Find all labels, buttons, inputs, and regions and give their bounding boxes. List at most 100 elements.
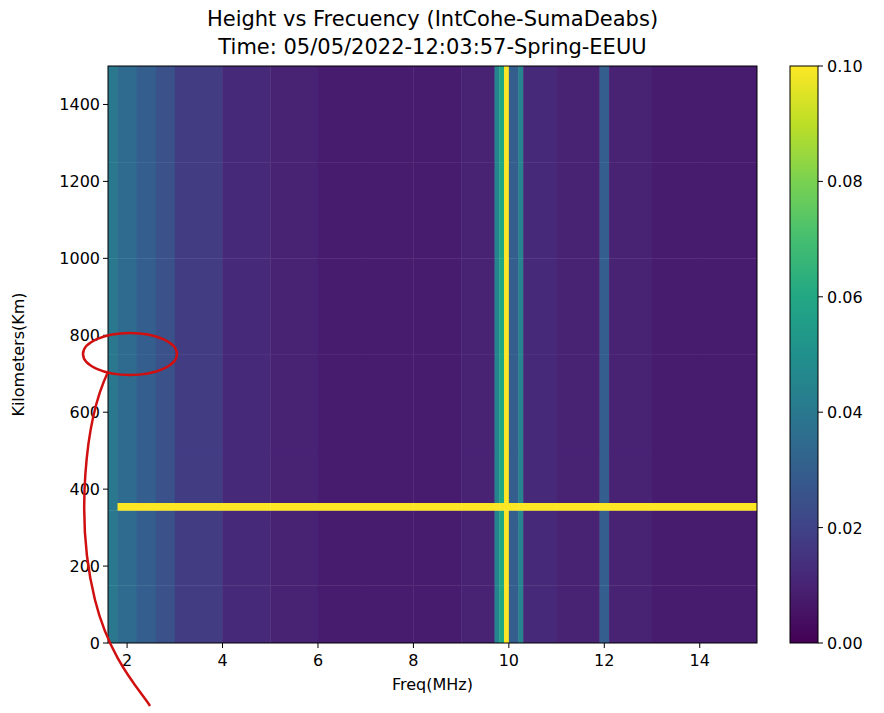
cell: [609, 503, 652, 511]
cell: [366, 355, 414, 452]
cell: [108, 528, 118, 586]
cell: [118, 503, 137, 511]
cell: [518, 355, 523, 452]
cell: [108, 510, 118, 528]
cell: [509, 528, 519, 586]
cell: [509, 355, 519, 452]
y-tick: [103, 566, 108, 567]
cell: [495, 510, 500, 528]
cell: [557, 162, 600, 259]
cell: [366, 66, 414, 163]
x-tick-label: 12: [594, 651, 614, 670]
cell: [108, 355, 118, 452]
cell: [523, 258, 557, 355]
colorbar-tick: [818, 296, 823, 297]
y-tick: [103, 181, 108, 182]
cell: [108, 503, 118, 511]
cell: [518, 66, 523, 163]
cell: [413, 528, 461, 586]
cell: [118, 355, 137, 452]
cell: [518, 451, 523, 503]
cell: [137, 451, 156, 503]
cell: [461, 528, 495, 586]
cell: [137, 585, 156, 643]
cell: [461, 585, 495, 643]
cell: [504, 503, 509, 511]
cell: [137, 258, 156, 355]
cell: [366, 258, 414, 355]
cell: [700, 510, 757, 528]
cell: [700, 585, 757, 643]
cell: [318, 258, 366, 355]
cell: [600, 585, 610, 643]
cell: [175, 528, 223, 586]
cell: [557, 510, 600, 528]
cell: [523, 585, 557, 643]
y-tick: [103, 489, 108, 490]
x-tick-label: 14: [690, 651, 710, 670]
cell: [518, 528, 523, 586]
cell: [270, 355, 318, 452]
cell: [509, 66, 519, 163]
cell: [557, 503, 600, 511]
cell: [509, 510, 519, 528]
cell: [223, 258, 271, 355]
cell: [523, 510, 557, 528]
cell: [223, 585, 271, 643]
cell: [600, 66, 610, 163]
cell: [495, 66, 500, 163]
cell: [499, 451, 504, 503]
y-tick: [103, 412, 108, 413]
cell: [118, 585, 137, 643]
cell: [137, 355, 156, 452]
cell: [461, 355, 495, 452]
colorbar-tick: [818, 527, 823, 528]
cell: [499, 585, 504, 643]
cell: [413, 510, 461, 528]
cell: [137, 510, 156, 528]
cell: [652, 66, 700, 163]
colorbar-tick-label: 0.04: [827, 403, 863, 422]
cell: [499, 66, 504, 163]
cell: [609, 258, 652, 355]
cell: [509, 451, 519, 503]
cell: [223, 355, 271, 452]
cell: [609, 528, 652, 586]
cell: [270, 258, 318, 355]
cell: [700, 66, 757, 163]
cell: [175, 355, 223, 452]
x-tick: [222, 643, 223, 648]
x-tick: [508, 643, 509, 648]
cell: [175, 510, 223, 528]
cell: [600, 355, 610, 452]
cell: [137, 528, 156, 586]
cell: [461, 503, 495, 511]
cell: [366, 503, 414, 511]
cell: [156, 451, 175, 503]
cell: [118, 162, 137, 259]
cell: [504, 510, 509, 528]
cell: [118, 451, 137, 503]
cell: [504, 66, 509, 163]
cell: [609, 355, 652, 452]
cell: [504, 451, 509, 503]
cell: [118, 258, 137, 355]
chart: 24681012140200400600800100012001400Freq(…: [0, 0, 884, 713]
cell: [609, 66, 652, 163]
x-tick-label: 4: [217, 651, 227, 670]
colorbar-tick-label: 0.00: [827, 634, 863, 653]
y-tick: [103, 104, 108, 105]
cell: [600, 258, 610, 355]
cell: [499, 528, 504, 586]
cell: [137, 66, 156, 163]
cell: [523, 66, 557, 163]
cell: [366, 451, 414, 503]
colorbar-tick-label: 0.08: [827, 172, 863, 191]
cell: [461, 66, 495, 163]
cell: [108, 258, 118, 355]
cell: [108, 585, 118, 643]
cell: [700, 451, 757, 503]
colorbar-tick-label: 0.10: [827, 57, 863, 76]
cell: [495, 503, 500, 511]
colorbar-tick: [818, 412, 823, 413]
